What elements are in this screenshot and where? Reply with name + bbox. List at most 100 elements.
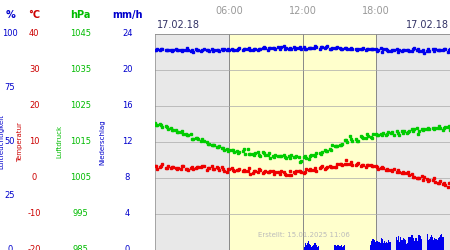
Text: 20: 20 — [29, 101, 40, 110]
Bar — [390, 242, 391, 250]
Bar — [439, 238, 441, 250]
Bar — [309, 244, 310, 250]
Text: %: % — [5, 10, 15, 20]
Text: 40: 40 — [29, 29, 40, 38]
Bar — [400, 237, 401, 250]
Bar — [436, 239, 437, 250]
Text: 1045: 1045 — [70, 29, 91, 38]
Bar — [435, 238, 436, 250]
Bar — [229, 34, 376, 250]
Bar — [388, 240, 389, 250]
Bar — [432, 237, 433, 250]
Text: hPa: hPa — [71, 10, 91, 20]
Text: 995: 995 — [73, 210, 89, 218]
Bar — [441, 234, 442, 250]
Bar — [396, 237, 397, 250]
Bar — [403, 238, 405, 250]
Bar — [375, 244, 377, 250]
Text: 0: 0 — [8, 246, 13, 250]
Bar — [411, 235, 413, 250]
Text: Temperatur: Temperatur — [17, 122, 23, 162]
Bar — [378, 242, 379, 250]
Text: 1005: 1005 — [70, 174, 91, 182]
Text: 20: 20 — [122, 65, 133, 74]
Text: 1025: 1025 — [70, 101, 91, 110]
Bar — [306, 245, 307, 250]
Text: 16: 16 — [122, 101, 133, 110]
Text: mm/h: mm/h — [112, 10, 143, 20]
Text: 17.02.18: 17.02.18 — [157, 20, 200, 30]
Bar — [335, 247, 337, 250]
Text: 06:00: 06:00 — [215, 6, 243, 16]
Bar — [431, 235, 432, 250]
Bar — [438, 238, 439, 250]
Bar — [382, 239, 383, 250]
Bar — [338, 245, 339, 250]
Bar — [407, 243, 409, 250]
Text: 50: 50 — [5, 138, 15, 146]
Bar — [412, 238, 414, 250]
Text: Erstellt: 15.01.2025 11:06: Erstellt: 15.01.2025 11:06 — [258, 232, 350, 238]
Bar — [418, 235, 420, 250]
Bar — [414, 241, 416, 250]
Bar — [433, 240, 434, 250]
Text: Luftfeuchtigkeit: Luftfeuchtigkeit — [0, 114, 4, 170]
Bar — [374, 242, 376, 250]
Text: 0: 0 — [125, 246, 130, 250]
Bar — [427, 234, 428, 250]
Bar — [430, 237, 431, 250]
Text: 985: 985 — [73, 246, 89, 250]
Text: -20: -20 — [27, 246, 41, 250]
Text: 24: 24 — [122, 29, 133, 38]
Bar — [434, 238, 435, 250]
Text: °C: °C — [28, 10, 40, 20]
Bar — [437, 240, 438, 250]
Text: -10: -10 — [27, 210, 41, 218]
Bar — [408, 238, 410, 250]
Bar — [410, 238, 412, 250]
Bar — [315, 242, 316, 250]
Bar — [442, 237, 443, 250]
Bar — [304, 247, 305, 250]
Text: 25: 25 — [5, 192, 15, 200]
Bar — [339, 246, 341, 250]
Text: 17.02.18: 17.02.18 — [405, 20, 449, 30]
Bar — [310, 244, 311, 250]
Bar — [341, 245, 342, 250]
Text: 75: 75 — [5, 83, 15, 92]
Text: 30: 30 — [29, 65, 40, 74]
Text: Niederschlag: Niederschlag — [99, 119, 105, 165]
Bar — [370, 244, 372, 250]
Bar — [385, 243, 386, 250]
Text: 12:00: 12:00 — [289, 6, 316, 16]
Bar — [344, 245, 345, 250]
Bar — [428, 240, 429, 250]
Bar — [418, 235, 419, 250]
Bar — [415, 238, 417, 250]
Bar — [397, 240, 398, 250]
Bar — [401, 240, 402, 250]
Text: 8: 8 — [125, 174, 130, 182]
Bar — [317, 248, 318, 250]
Bar — [382, 243, 384, 250]
Bar — [306, 243, 308, 250]
Text: 12: 12 — [122, 138, 133, 146]
Bar — [318, 246, 319, 250]
Bar — [417, 242, 418, 250]
Bar — [421, 240, 422, 250]
Text: 4: 4 — [125, 210, 130, 218]
Text: 10: 10 — [29, 138, 40, 146]
Text: 0: 0 — [32, 174, 37, 182]
Bar — [384, 241, 385, 250]
Bar — [371, 241, 373, 250]
Bar — [313, 244, 314, 250]
Bar — [338, 248, 340, 250]
Bar — [316, 245, 317, 250]
Bar — [386, 242, 387, 250]
Bar — [342, 246, 344, 250]
Bar — [305, 243, 306, 250]
Bar — [377, 242, 378, 250]
Bar — [419, 236, 421, 250]
Bar — [311, 247, 312, 250]
Bar — [337, 246, 338, 250]
